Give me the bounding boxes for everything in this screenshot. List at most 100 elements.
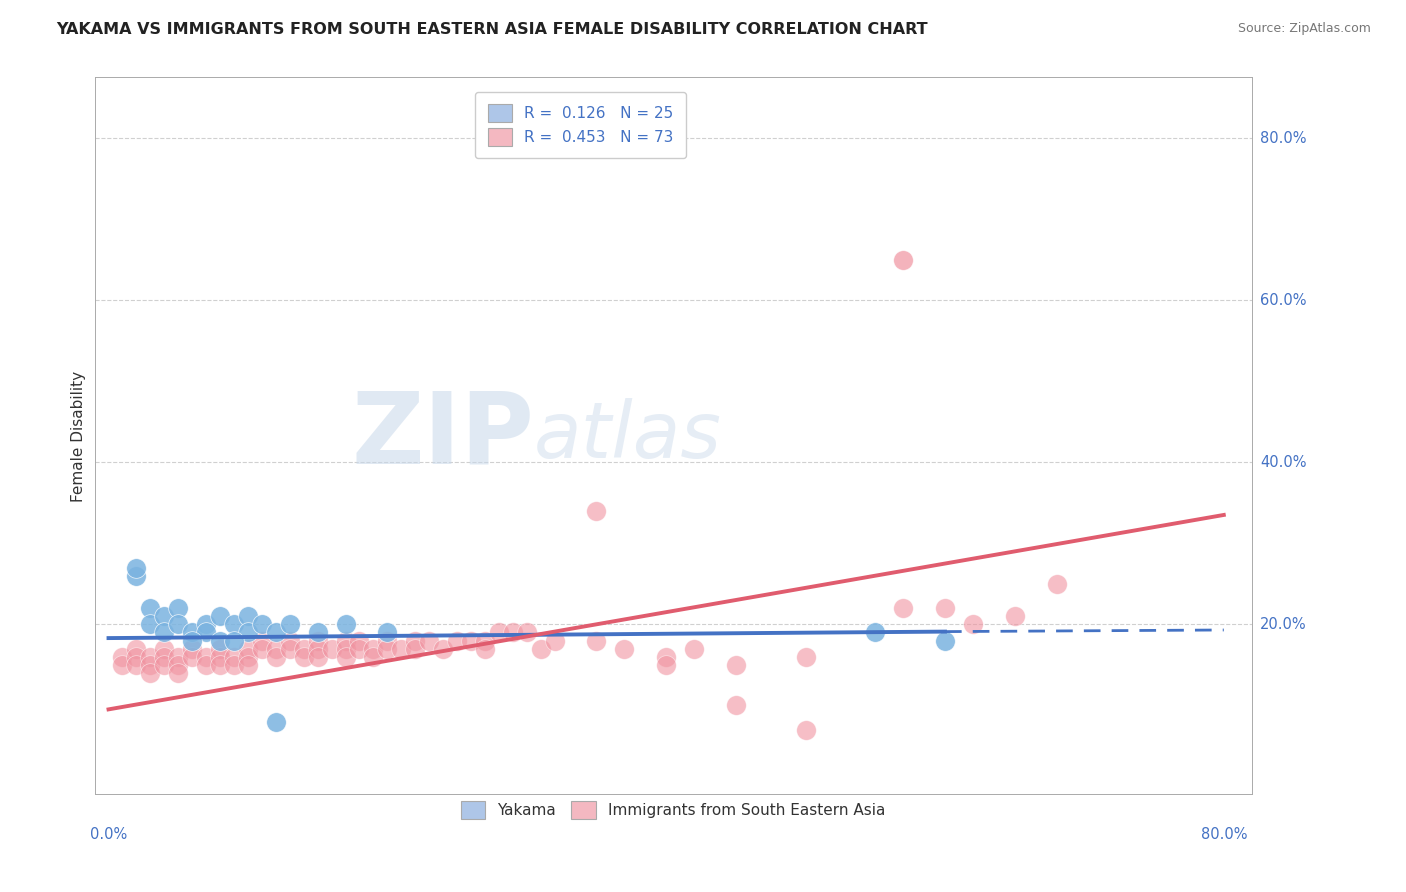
Point [111, 649, 134, 664]
Point [724, 657, 747, 672]
Point [488, 625, 510, 640]
Text: 40.0%: 40.0% [1260, 455, 1306, 470]
Point [167, 657, 190, 672]
Text: 60.0%: 60.0% [1260, 293, 1306, 308]
Point [418, 633, 440, 648]
Point [139, 617, 162, 632]
Point [934, 601, 956, 615]
Legend: Yakama, Immigrants from South Eastern Asia: Yakama, Immigrants from South Eastern As… [453, 793, 893, 826]
Point [111, 657, 134, 672]
Point [264, 714, 287, 729]
Point [153, 649, 176, 664]
Y-axis label: Female Disability: Female Disability [72, 370, 86, 501]
Text: YAKAMA VS IMMIGRANTS FROM SOUTH EASTERN ASIA FEMALE DISABILITY CORRELATION CHART: YAKAMA VS IMMIGRANTS FROM SOUTH EASTERN … [56, 22, 928, 37]
Point [683, 641, 706, 656]
Point [794, 723, 817, 737]
Point [307, 641, 329, 656]
Point [891, 601, 914, 615]
Point [585, 633, 607, 648]
Point [516, 625, 538, 640]
Point [891, 252, 914, 267]
Point [195, 649, 218, 664]
Point [264, 641, 287, 656]
Point [139, 601, 162, 615]
Point [307, 633, 329, 648]
Point [222, 657, 245, 672]
Point [181, 625, 204, 640]
Point [250, 617, 273, 632]
Point [794, 649, 817, 664]
Point [335, 649, 357, 664]
Point [236, 609, 259, 624]
Text: 20.0%: 20.0% [1260, 616, 1306, 632]
Point [222, 633, 245, 648]
Point [209, 641, 232, 656]
Point [1045, 576, 1067, 591]
Text: 80.0%: 80.0% [1201, 827, 1247, 842]
Point [236, 649, 259, 664]
Point [404, 641, 426, 656]
Point [167, 601, 190, 615]
Point [655, 657, 678, 672]
Point [236, 625, 259, 640]
Point [363, 641, 385, 656]
Text: 0.0%: 0.0% [90, 827, 127, 842]
Point [375, 641, 398, 656]
Point [181, 633, 204, 648]
Text: ZIP: ZIP [352, 387, 534, 484]
Point [307, 625, 329, 640]
Text: Source: ZipAtlas.com: Source: ZipAtlas.com [1237, 22, 1371, 36]
Point [865, 625, 887, 640]
Point [250, 641, 273, 656]
Point [321, 641, 343, 656]
Point [307, 649, 329, 664]
Point [363, 649, 385, 664]
Point [264, 649, 287, 664]
Point [139, 665, 162, 680]
Point [167, 665, 190, 680]
Point [474, 633, 496, 648]
Point [195, 617, 218, 632]
Point [278, 617, 301, 632]
Point [375, 633, 398, 648]
Point [125, 657, 148, 672]
Point [543, 633, 565, 648]
Point [236, 657, 259, 672]
Point [335, 633, 357, 648]
Point [1004, 609, 1026, 624]
Point [209, 609, 232, 624]
Point [292, 641, 315, 656]
Point [335, 641, 357, 656]
Point [209, 633, 232, 648]
Point [446, 633, 468, 648]
Point [474, 641, 496, 656]
Point [389, 641, 412, 656]
Point [209, 649, 232, 664]
Text: 80.0%: 80.0% [1260, 131, 1306, 145]
Point [502, 625, 524, 640]
Point [264, 625, 287, 640]
Point [181, 641, 204, 656]
Point [585, 504, 607, 518]
Point [125, 649, 148, 664]
Point [335, 617, 357, 632]
Point [209, 657, 232, 672]
Point [167, 617, 190, 632]
Point [236, 641, 259, 656]
Point [349, 641, 371, 656]
Point [934, 633, 956, 648]
Point [404, 633, 426, 648]
Point [250, 633, 273, 648]
Point [139, 657, 162, 672]
Point [292, 649, 315, 664]
Point [655, 649, 678, 664]
Point [962, 617, 984, 632]
Point [125, 641, 148, 656]
Point [195, 657, 218, 672]
Point [460, 633, 482, 648]
Point [530, 641, 553, 656]
Point [153, 657, 176, 672]
Point [153, 609, 176, 624]
Point [153, 641, 176, 656]
Point [125, 560, 148, 574]
